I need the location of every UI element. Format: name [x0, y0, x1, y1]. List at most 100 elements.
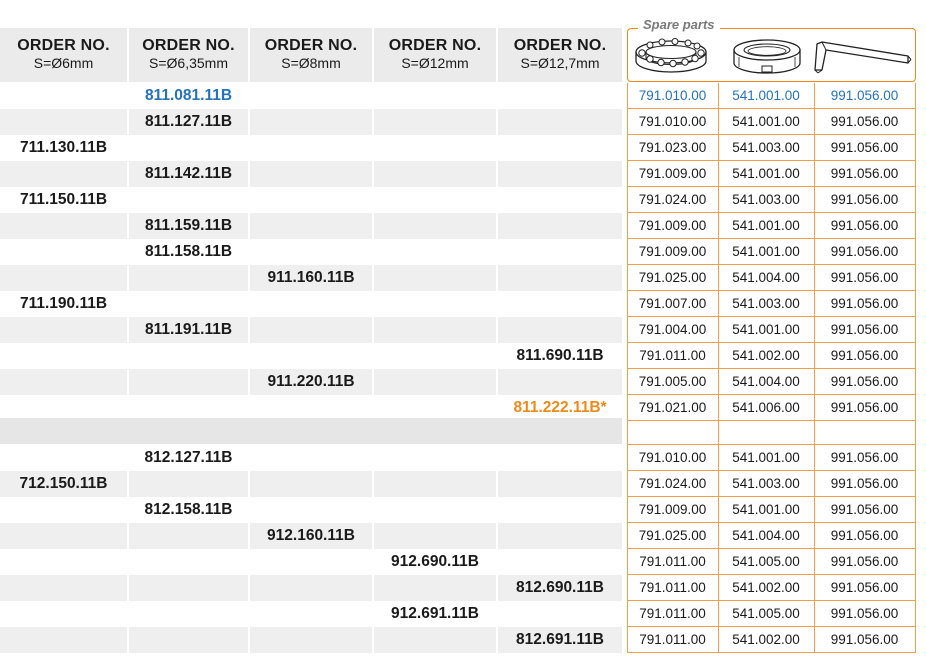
- order-number-cell: [374, 471, 496, 497]
- order-number-cell: [374, 497, 496, 523]
- spare-part-cell: 791.024.00: [627, 471, 718, 497]
- spare-part-cell: 991.056.00: [814, 601, 915, 627]
- spare-part-cell: 991.056.00: [814, 343, 915, 369]
- spare-part-cell: 991.056.00: [814, 109, 915, 135]
- order-number-cell: [0, 627, 127, 653]
- table-row: 812.690.11B 791.011.00 541.002.00 991.056.0…: [0, 575, 916, 601]
- table-row: 912.160.11B 791.025.00 541.004.00 991.056.0…: [0, 523, 916, 549]
- spare-part-cell: 791.009.00: [627, 213, 718, 239]
- ball-bearing-icon: [635, 38, 707, 73]
- order-number-cell: [0, 497, 127, 523]
- order-number-cell: [129, 549, 248, 575]
- spare-part-cell: [627, 419, 718, 445]
- order-number-cell: [498, 187, 622, 213]
- table-row: 811.191.11B 791.004.00 541.001.00 991.056.0…: [0, 317, 916, 343]
- order-number-cell: [374, 523, 496, 549]
- spare-part-cell: 541.001.00: [718, 83, 814, 109]
- header-s6: ORDER NO. S=Ø6mm: [0, 28, 127, 82]
- order-number-cell: [129, 601, 248, 627]
- order-number-cell: 811.127.11B: [129, 109, 248, 135]
- order-number-cell: [0, 343, 127, 369]
- spare-part-cell: 541.003.00: [718, 471, 814, 497]
- table-row: 711.190.11B 791.007.00 541.003.00 991.056.0…: [0, 291, 916, 317]
- spare-part-cell: 791.024.00: [627, 187, 718, 213]
- separator-band: [0, 418, 622, 444]
- order-number-cell: [129, 627, 248, 653]
- order-number-cell: [374, 291, 496, 317]
- spare-part-cell: 791.011.00: [627, 549, 718, 575]
- spare-part-cell: 991.056.00: [814, 317, 915, 343]
- spare-part-cell: 791.010.00: [627, 83, 718, 109]
- header-title: ORDER NO.: [513, 37, 607, 54]
- order-number-cell: 812.691.11B: [498, 627, 622, 653]
- spare-part-cell: 791.011.00: [627, 575, 718, 601]
- spare-part-cell: 541.001.00: [718, 239, 814, 265]
- header-sub: S=Ø6mm: [33, 55, 94, 71]
- order-number-cell: 912.690.11B: [391, 553, 479, 570]
- order-number-cell: [374, 343, 496, 369]
- order-number-cell: [129, 369, 248, 395]
- table-row: 711.130.11B 791.023.00 541.003.00 991.056.0…: [0, 135, 916, 161]
- order-number-cell: [250, 445, 372, 471]
- order-number-cell: 812.158.11B: [144, 501, 233, 518]
- order-number-cell: [374, 135, 496, 161]
- order-number-cell: [374, 161, 496, 187]
- spare-part-cell: 541.003.00: [718, 291, 814, 317]
- spare-part-cell: 791.005.00: [627, 369, 718, 395]
- table-row: 811.222.11B* 791.021.00 541.006.00 991.056.…: [0, 395, 916, 421]
- table-row: 812.691.11B 791.011.00 541.002.00 991.056.0…: [0, 627, 916, 653]
- order-number-cell: [374, 187, 496, 213]
- order-number-cell: [250, 497, 372, 523]
- order-number-cell: [129, 471, 248, 497]
- spare-part-cell: 991.056.00: [814, 549, 915, 575]
- spare-col-divider: [718, 83, 719, 653]
- spare-part-cell: 541.001.00: [718, 213, 814, 239]
- order-number-cell: [374, 109, 496, 135]
- order-number-cell: [374, 369, 496, 395]
- order-number-cell: [250, 83, 372, 109]
- order-number-cell: 711.130.11B: [19, 139, 108, 156]
- spare-part-cell: 541.001.00: [718, 497, 814, 523]
- order-number-cell: 811.081.11B: [144, 87, 233, 104]
- spare-part-cell: 541.004.00: [718, 265, 814, 291]
- spare-part-cell: 541.003.00: [718, 135, 814, 161]
- order-number-cell: [0, 549, 127, 575]
- table-row: 711.150.11B 791.024.00 541.003.00 991.056.0…: [0, 187, 916, 213]
- spare-part-cell: 541.004.00: [718, 523, 814, 549]
- order-number-cell: 811.142.11B: [129, 161, 248, 187]
- spare-part-cell: 541.001.00: [718, 109, 814, 135]
- spare-part-cell: [814, 419, 915, 445]
- order-number-cell: 912.160.11B: [250, 523, 372, 549]
- spare-part-cell: 541.006.00: [718, 395, 814, 421]
- spare-part-cell: 541.003.00: [718, 187, 814, 213]
- header-sub: S=Ø12,7mm: [520, 55, 600, 71]
- order-number-cell: 911.220.11B: [250, 369, 372, 395]
- spare-part-cell: 991.056.00: [814, 627, 915, 653]
- table-row: 811.690.11B 791.011.00 541.002.00 991.056.0…: [0, 343, 916, 369]
- header-s8: ORDER NO. S=Ø8mm: [250, 28, 372, 82]
- spare-part-cell: 991.056.00: [814, 83, 915, 109]
- order-number-cell: [498, 549, 622, 575]
- order-number-cell: [374, 265, 496, 291]
- header-title: ORDER NO.: [17, 37, 110, 54]
- spare-col-divider: [627, 83, 628, 653]
- spare-parts-title: Spare parts: [638, 16, 720, 34]
- order-number-cell: [250, 291, 372, 317]
- order-number-cell: [129, 291, 248, 317]
- spare-part-cell: 791.010.00: [627, 109, 718, 135]
- order-number-cell: [250, 213, 372, 239]
- order-number-cell: [0, 83, 127, 109]
- order-number-cell: 711.190.11B: [19, 295, 108, 312]
- order-number-cell: [498, 161, 622, 187]
- order-number-cell: 911.160.11B: [250, 265, 372, 291]
- order-number-cell: [498, 317, 622, 343]
- spare-part-cell: 791.011.00: [627, 601, 718, 627]
- spare-part-cell: 791.023.00: [627, 135, 718, 161]
- header-title: ORDER NO.: [142, 37, 235, 54]
- spare-part-cell: 541.005.00: [718, 601, 814, 627]
- header-sub: S=Ø6,35mm: [149, 55, 228, 71]
- spare-part-cell: [718, 419, 814, 445]
- bearing-ring-icon: [733, 39, 801, 74]
- order-number-cell: [250, 109, 372, 135]
- order-number-cell: [250, 317, 372, 343]
